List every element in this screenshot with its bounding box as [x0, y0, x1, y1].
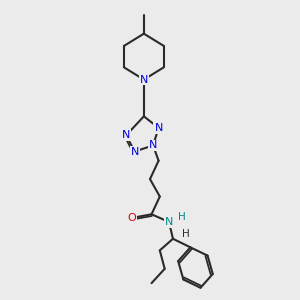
Text: H: H: [182, 229, 190, 238]
Text: N: N: [154, 123, 163, 133]
Text: N: N: [140, 75, 148, 85]
Text: N: N: [149, 140, 157, 150]
Text: N: N: [165, 217, 173, 227]
Text: N: N: [130, 146, 139, 157]
Text: O: O: [127, 213, 136, 223]
Text: H: H: [178, 212, 186, 222]
Text: N: N: [122, 130, 130, 140]
